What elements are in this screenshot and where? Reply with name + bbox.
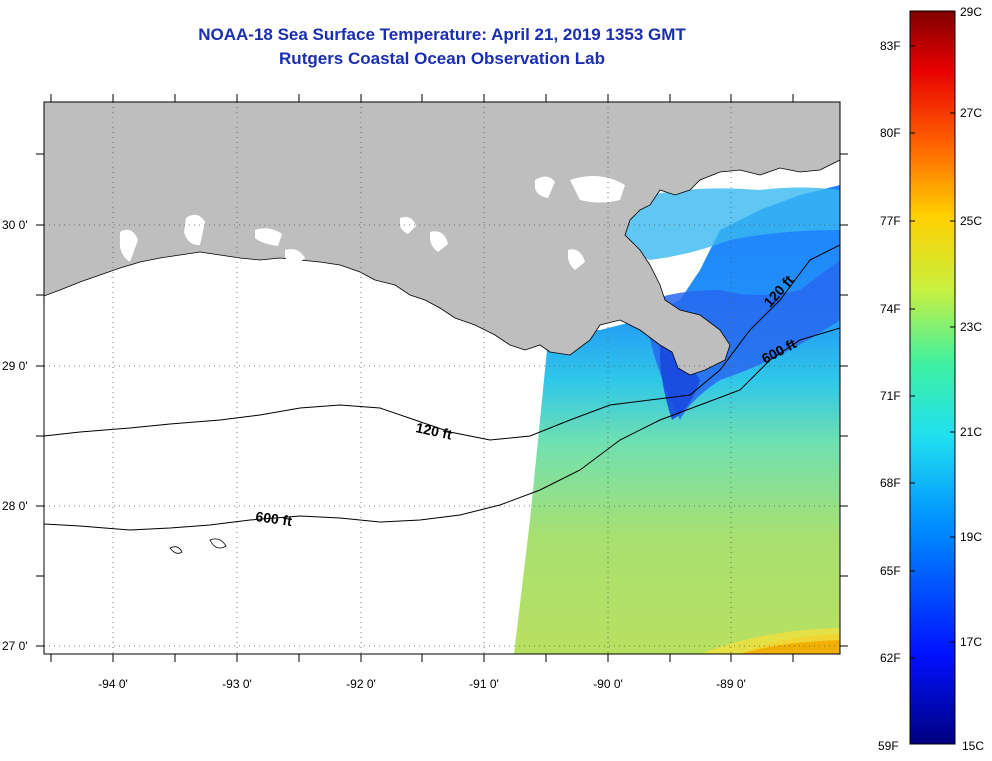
cb-c-15: 15C <box>962 739 984 753</box>
cb-f-80: 80F <box>880 126 901 140</box>
cold-water-core <box>660 340 700 420</box>
lat-label-28: 28 0' <box>2 499 28 513</box>
map-frame <box>43 101 841 655</box>
cb-c-27: 27C <box>960 106 982 120</box>
contour-label-120ft-west: 120 ft <box>414 419 453 442</box>
cb-c-21: 21C <box>960 425 982 439</box>
cb-c-19: 19C <box>960 530 982 544</box>
lake-shape-3 <box>255 228 282 246</box>
lat-label-30: 30 0' <box>2 218 28 232</box>
lake-shape-6 <box>430 231 448 252</box>
tick-marks <box>36 94 848 662</box>
lat-label-27: 27 0' <box>2 639 28 653</box>
lon-label-93: -93 0' <box>222 677 252 691</box>
cb-f-71: 71F <box>880 389 901 403</box>
cb-f-65: 65F <box>880 564 901 578</box>
cb-c-23: 23C <box>960 320 982 334</box>
cb-f-77: 77F <box>880 214 901 228</box>
no-data-patch-2 <box>535 176 555 198</box>
cb-c-29: 29C <box>960 5 982 19</box>
cb-c-25: 25C <box>960 214 982 228</box>
cb-f-68: 68F <box>880 476 901 490</box>
cb-f-83: 83F <box>880 39 901 53</box>
colorbar <box>909 10 956 745</box>
contour-600ft <box>44 327 840 531</box>
map-title: NOAA-18 Sea Surface Temperature: April 2… <box>198 25 686 44</box>
lon-label-91: -91 0' <box>469 677 499 691</box>
contour-120ft <box>44 244 840 441</box>
contour-island <box>169 538 227 554</box>
lake-shape-2 <box>184 214 205 246</box>
contour-label-600ft-west: 600 ft <box>255 508 294 529</box>
cb-f-59: 59F <box>878 739 899 753</box>
cb-c-17: 17C <box>960 635 982 649</box>
lake-shape-4 <box>285 249 305 266</box>
lon-label-92: -92 0' <box>346 677 376 691</box>
cb-f-62: 62F <box>880 651 901 665</box>
lon-label-94: -94 0' <box>98 677 128 691</box>
lat-label-29: 29 0' <box>2 359 28 373</box>
no-data-patch <box>570 176 625 203</box>
lon-label-90: -90 0' <box>593 677 623 691</box>
lake-shape <box>120 229 138 262</box>
lake-shape-7 <box>568 249 585 270</box>
colorbar-f-ticks <box>910 45 955 659</box>
lake-shape-5 <box>400 217 416 234</box>
graticule <box>44 102 840 654</box>
map-subtitle: Rutgers Coastal Ocean Observation Lab <box>279 49 605 68</box>
lon-label-89: -89 0' <box>716 677 746 691</box>
cb-f-74: 74F <box>880 302 901 316</box>
warm-water-edge <box>700 628 840 654</box>
